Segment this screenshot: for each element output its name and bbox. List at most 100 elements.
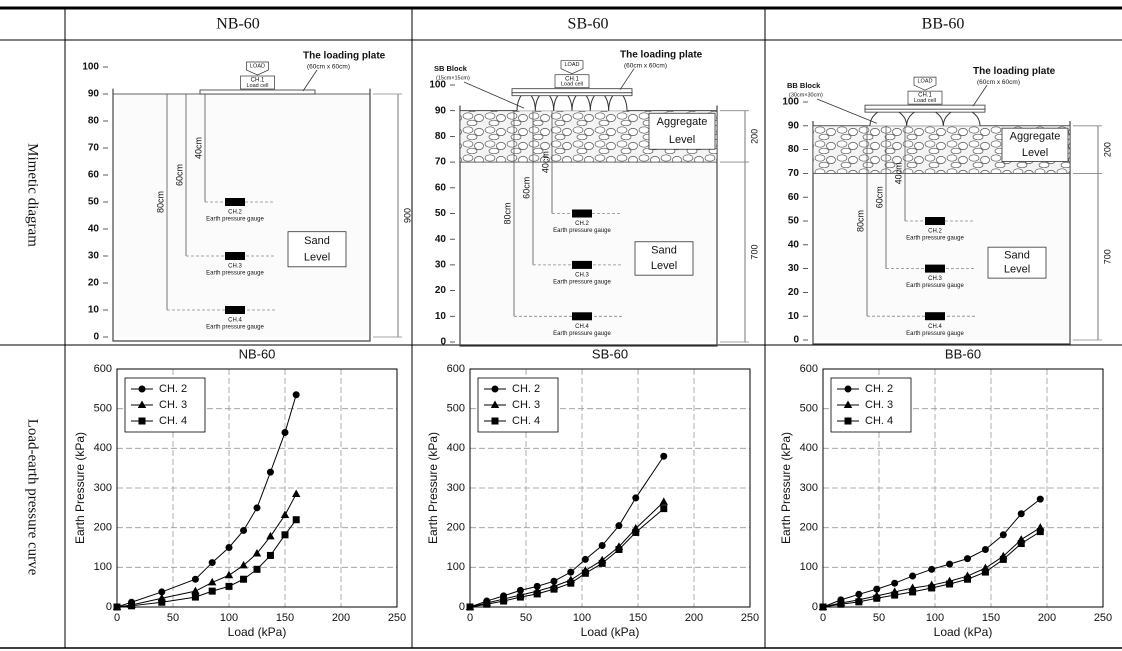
chart-title: NB-60 xyxy=(239,346,276,361)
x-tick-label: 100 xyxy=(220,612,238,624)
x-tick-label: 50 xyxy=(873,612,885,624)
diagram-tick-label: 30 xyxy=(435,260,447,271)
diagram-tick-label: 90 xyxy=(435,105,447,116)
x-tick-label: 200 xyxy=(332,612,350,624)
marker xyxy=(292,489,301,497)
y-tick-label: 100 xyxy=(94,561,112,573)
marker xyxy=(266,551,274,559)
diagram-tick-label: 0 xyxy=(440,337,446,348)
load-cell-sublabel: Load cell xyxy=(561,82,583,88)
marker xyxy=(891,591,899,599)
sand-label: Level xyxy=(304,251,330,263)
marker xyxy=(500,597,508,605)
legend-label: CH. 4 xyxy=(159,415,187,427)
load-cell-sublabel: Load cell xyxy=(246,83,268,89)
diagram-tick-label: 30 xyxy=(788,263,800,274)
marker xyxy=(253,504,261,512)
marker xyxy=(632,494,640,502)
diagram-tick-label: 80 xyxy=(88,116,100,127)
marker xyxy=(659,497,668,505)
chart-title: SB-60 xyxy=(592,346,628,361)
y-tick-label: 400 xyxy=(447,442,465,454)
sand-label-box xyxy=(634,241,694,276)
diagram-tick-label: 100 xyxy=(429,80,446,91)
marker xyxy=(844,385,852,393)
diagram-tick-label: 40 xyxy=(788,239,800,250)
marker xyxy=(632,528,640,536)
sand-label: Sand xyxy=(304,235,330,247)
diagram-tick-label: 90 xyxy=(788,120,800,131)
series-line xyxy=(116,519,297,608)
gauge xyxy=(225,198,245,206)
diagram-tick-label: 90 xyxy=(88,89,100,100)
marker xyxy=(1036,528,1044,536)
container xyxy=(812,121,1071,345)
gauge-label: CH.4 xyxy=(928,324,942,330)
load-cell-label: CH.1 xyxy=(565,76,579,82)
y-tick-label: 500 xyxy=(94,403,112,415)
y-tick-label: 100 xyxy=(447,561,465,573)
block-leader xyxy=(816,98,878,124)
block-label: BB Block xyxy=(787,81,821,90)
marker xyxy=(158,598,166,606)
marker xyxy=(533,590,541,598)
marker xyxy=(252,548,262,557)
block-size: (30cm×30cm) xyxy=(789,92,823,98)
marker xyxy=(981,568,989,576)
series-line xyxy=(116,493,297,608)
marker xyxy=(581,555,589,563)
marker xyxy=(855,598,863,606)
marker xyxy=(873,585,881,593)
gauge-label: CH.3 xyxy=(228,264,242,270)
marker xyxy=(138,385,146,393)
marker xyxy=(844,417,852,425)
block-label: SB Block xyxy=(434,64,468,73)
series-line xyxy=(469,501,665,608)
marker xyxy=(598,559,606,567)
diagram-tick-label: 80 xyxy=(435,131,447,142)
diagram-tick-label: 70 xyxy=(435,157,447,168)
x-tick-label: 100 xyxy=(573,612,591,624)
gauge xyxy=(225,252,245,260)
y-tick-label: 300 xyxy=(800,482,818,494)
depth-label: 40cm xyxy=(540,151,550,173)
load-cell xyxy=(907,90,943,105)
load-label: LOAD xyxy=(565,62,580,68)
diagram-tick-label: 60 xyxy=(435,182,447,193)
diagram-tick-label: 30 xyxy=(88,251,100,262)
loading-plate xyxy=(199,89,316,95)
depth-label: 60cm xyxy=(874,186,884,208)
legend-label: CH. 4 xyxy=(512,415,540,427)
legend-label: CH. 4 xyxy=(865,415,893,427)
marker xyxy=(208,559,216,567)
marker xyxy=(999,555,1007,563)
x-axis-label: Load (kPa) xyxy=(934,625,993,639)
marker xyxy=(660,452,668,460)
marker xyxy=(239,560,248,569)
y-tick-label: 400 xyxy=(94,442,112,454)
y-tick-label: 200 xyxy=(800,522,818,534)
gauge-text: Earth pressure gauge xyxy=(553,331,611,337)
diagram-tick-label: 80 xyxy=(788,144,800,155)
marker xyxy=(819,603,827,611)
y-tick-label: 500 xyxy=(800,403,818,415)
gauge xyxy=(572,209,592,218)
depth-label: 80cm xyxy=(855,210,865,232)
x-tick-label: 50 xyxy=(520,612,532,624)
marker xyxy=(225,582,233,590)
marker xyxy=(909,588,917,596)
marker xyxy=(837,600,845,608)
marker xyxy=(855,590,863,598)
plot-frame xyxy=(116,368,398,608)
loading-plate xyxy=(511,88,633,94)
chart-title: BB-60 xyxy=(945,346,981,361)
plate-label: The loading plate xyxy=(620,49,703,60)
marker xyxy=(1036,495,1044,503)
gauge xyxy=(925,264,945,273)
dimension-label: 700 xyxy=(749,245,759,260)
row-label: Load-earth pressure curve xyxy=(25,419,41,576)
aggregate-label: Level xyxy=(1022,147,1048,159)
x-tick-label: 50 xyxy=(167,612,179,624)
marker xyxy=(266,468,274,476)
diagram-tick-label: 50 xyxy=(788,216,800,227)
